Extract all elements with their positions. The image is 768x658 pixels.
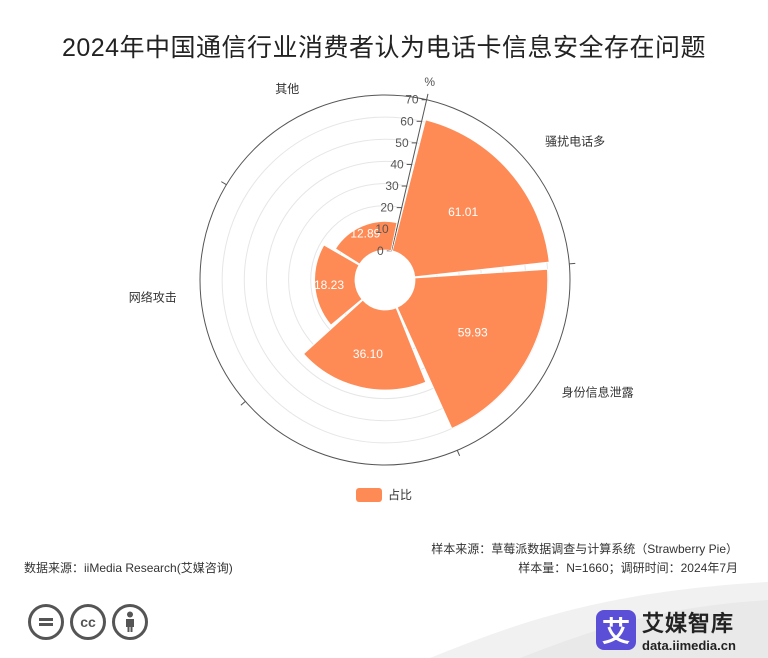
radial-tick-label: 30 — [385, 179, 399, 193]
radial-tick-label: 10 — [375, 222, 389, 236]
polar-bar[interactable] — [334, 221, 398, 265]
radial-tick-label: 70 — [405, 93, 419, 107]
data-label: 61.01 — [448, 205, 478, 219]
radial-tick-label: 20 — [380, 201, 394, 215]
category-label: 其他 — [275, 82, 299, 96]
radial-tick-label: 50 — [395, 136, 409, 150]
radial-tick-label: 60 — [400, 114, 414, 128]
brand-logo: 艾 — [596, 609, 636, 650]
category-label: 身份信息泄露 — [562, 384, 634, 399]
angle-tick — [426, 93, 429, 100]
brand-name: 艾媒智库 — [642, 611, 735, 636]
brand-url: data.iimedia.cn — [642, 638, 736, 653]
outer-ring — [199, 94, 571, 466]
angle-tick — [221, 181, 227, 186]
data-label: 12.89 — [350, 227, 380, 241]
polar-bar[interactable] — [396, 268, 549, 429]
legend[interactable]: 占比 — [356, 486, 412, 503]
angle-tick — [240, 400, 246, 406]
brand: 艾 艾媒智库 data.iimedia.cn — [596, 606, 736, 653]
radial-unit: % — [424, 75, 435, 89]
data-label: 36.10 — [353, 347, 383, 361]
polar-bar-chart: 61.01骚扰电话多59.93身份信息泄露36.10个人电话信息常被泄露18.2… — [129, 75, 634, 466]
category-label: 网络攻击 — [129, 289, 177, 304]
angle-tick — [456, 450, 461, 457]
equals-icon — [28, 604, 64, 640]
sample-info: 样本量：N=1660；调研时间：2024年7月 — [518, 561, 738, 575]
legend-swatch — [356, 487, 382, 502]
cc-icon: cc — [70, 604, 106, 640]
license-icons: cc — [28, 604, 148, 640]
radial-axis — [391, 99, 428, 251]
sample-source: 样本来源：草莓派数据调查与计算系统（Strawberry Pie） — [431, 542, 738, 556]
legend-label: 占比 — [388, 488, 413, 502]
radial-tick-label: 40 — [390, 157, 404, 171]
data-label: 59.93 — [458, 326, 488, 340]
polar-bar[interactable] — [303, 299, 427, 391]
polar-bar[interactable] — [391, 119, 550, 278]
radial-tick-label: 0 — [377, 244, 384, 258]
chart-title: 2024年中国通信行业消费者认为电话卡信息安全存在问题 — [61, 34, 707, 62]
data-source: 数据来源：iiMedia Research(艾媒咨询) — [24, 561, 233, 575]
person-icon — [112, 604, 148, 640]
data-label: 18.23 — [314, 278, 344, 292]
angle-tick — [569, 262, 576, 265]
polar-bar[interactable] — [314, 244, 363, 326]
category-label: 骚扰电话多 — [545, 134, 605, 148]
